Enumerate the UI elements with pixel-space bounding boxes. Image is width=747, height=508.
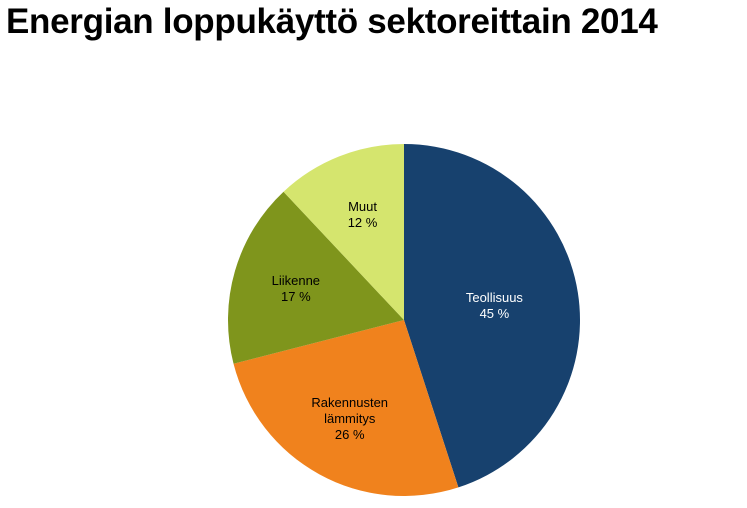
pie-slice xyxy=(233,320,459,497)
pie-slice xyxy=(404,144,580,488)
value-label: 12 % xyxy=(347,215,378,231)
value-label: 26 % xyxy=(334,426,365,442)
slice-label: Teollisuus 45 % xyxy=(444,290,544,322)
value-label: 17 % xyxy=(281,288,311,304)
category-label: Rakennusten lämmitys xyxy=(311,394,389,426)
category-label: Muut xyxy=(348,199,377,215)
category-label: Teollisuus xyxy=(465,289,523,305)
value-label: 45 % xyxy=(479,305,510,321)
pie-slice xyxy=(228,191,404,364)
slice-label: Muut 12 % xyxy=(313,199,413,231)
pie-slice xyxy=(283,144,404,320)
slice-label: Liikenne 17 % xyxy=(246,273,346,305)
slice-label: Rakennusten lämmitys 26 % xyxy=(300,395,400,443)
category-label: Liikenne xyxy=(271,272,321,288)
chart-title: Energian loppukäyttö sektoreittain 2014 xyxy=(6,2,658,41)
